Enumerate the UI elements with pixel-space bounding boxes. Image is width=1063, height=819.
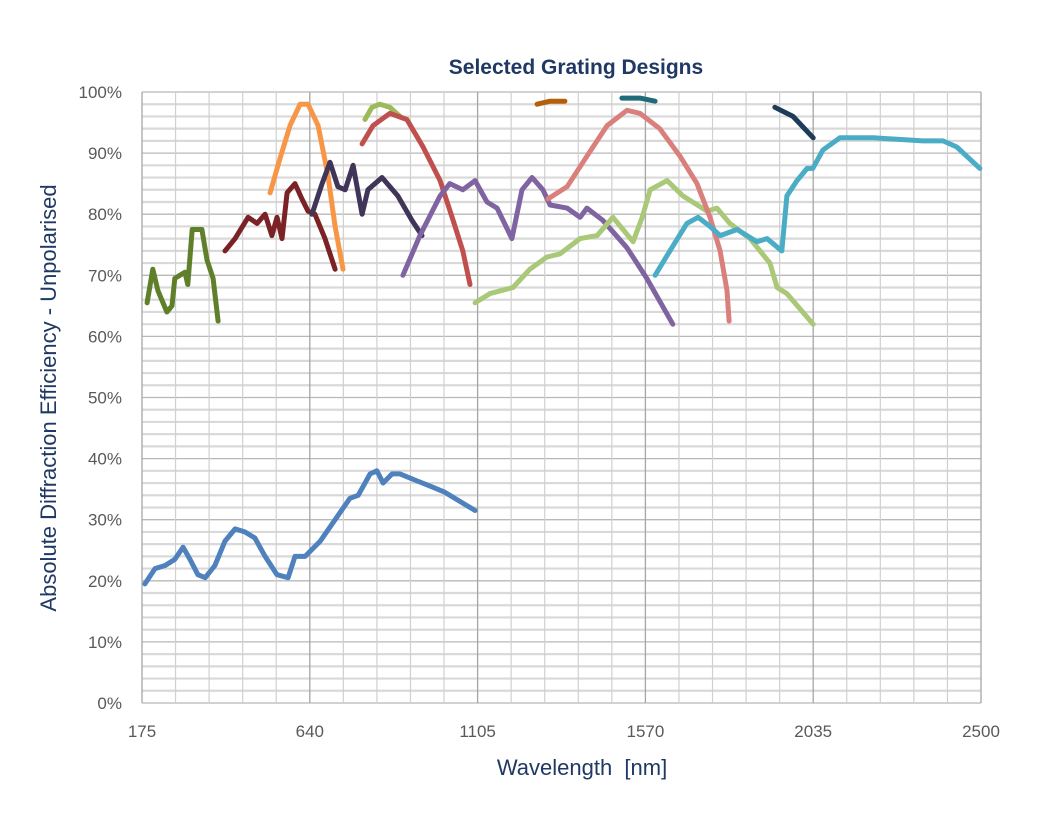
y-tick-label: 0% (97, 694, 122, 713)
x-tick-label: 1570 (626, 722, 664, 741)
series-line-11 (534, 98, 568, 107)
series-line-14 (652, 135, 983, 278)
series-line-4 (267, 101, 346, 272)
series-line-2 (144, 227, 221, 324)
series-line-6 (362, 101, 403, 122)
y-tick-label: 20% (88, 572, 122, 591)
x-tick-label: 2035 (794, 722, 832, 741)
y-tick-label: 10% (88, 633, 122, 652)
x-tick-label: 1105 (459, 722, 496, 741)
y-axis-label: Absolute Diffraction Efficiency - Unpola… (36, 184, 61, 611)
y-tick-label: 30% (88, 511, 122, 530)
y-axis-ticks: 0% 10% 20% 30% 40% 50% 60% 70% 80% 90% 100% (79, 83, 122, 713)
x-tick-label: 2500 (962, 722, 1000, 741)
y-tick-label: 40% (88, 450, 122, 469)
series-line-13 (772, 104, 816, 141)
series-line-7 (359, 110, 473, 287)
series-line-9 (472, 178, 816, 327)
series-line-12 (619, 95, 658, 104)
chart-title: Selected Grating Designs (449, 56, 703, 79)
x-tick-label: 175 (128, 722, 156, 741)
y-tick-label: 80% (88, 205, 122, 224)
y-tick-label: 70% (88, 266, 122, 285)
x-axis-label: Wavelength [nm] (497, 755, 667, 780)
series-line-10 (545, 107, 732, 324)
series-group (142, 95, 983, 587)
grid (141, 91, 982, 704)
x-axis-ticks: 175 640 1105 1570 2035 2500 (128, 722, 1000, 741)
y-tick-label: 60% (88, 327, 122, 346)
y-tick-label: 100% (79, 83, 122, 102)
series-line-8 (400, 175, 676, 327)
y-tick-label: 90% (88, 144, 122, 163)
series-line-5 (309, 159, 425, 239)
x-tick-label: 640 (296, 722, 324, 741)
series-line-1 (142, 468, 478, 587)
y-tick-label: 50% (88, 389, 122, 408)
